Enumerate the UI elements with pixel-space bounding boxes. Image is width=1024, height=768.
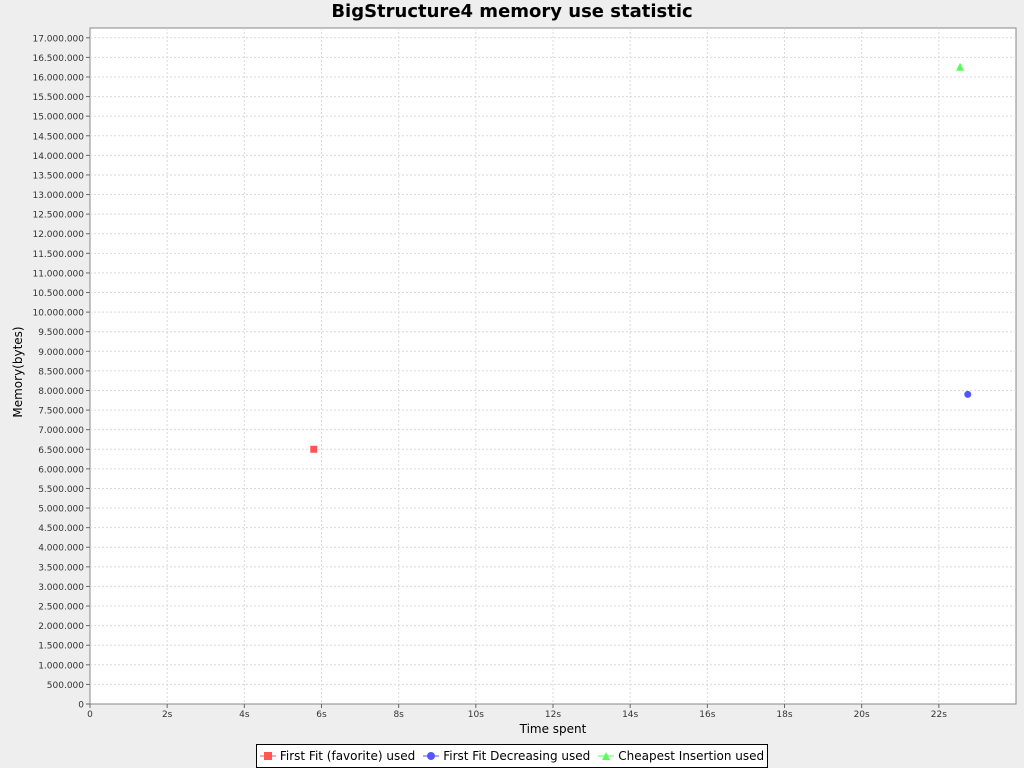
data-point-circle: [964, 390, 972, 398]
y-tick-label: 16.500.000: [32, 54, 84, 64]
y-tick-label: 4.500.000: [38, 524, 84, 534]
y-tick-label: 12.500.000: [32, 211, 84, 221]
chart-title: BigStructure4 memory use statistic: [331, 1, 693, 22]
y-tick-label: 1.000.000: [38, 661, 84, 671]
y-tick-label: 12.000.000: [32, 230, 84, 240]
y-tick-label: 11.500.000: [32, 250, 84, 260]
y-tick-label: 17.000.000: [32, 34, 84, 44]
y-tick-label: 13.000.000: [32, 191, 84, 201]
y-tick-label: 1.500.000: [38, 642, 84, 652]
y-tick-label: 15.000.000: [32, 113, 84, 123]
x-tick-label: 0: [87, 710, 93, 720]
y-tick-label: 10.500.000: [32, 289, 84, 299]
x-tick-label: 18s: [776, 710, 792, 720]
y-tick-label: 500.000: [47, 681, 84, 691]
y-tick-label: 0: [78, 701, 84, 711]
circle-marker-icon: [423, 752, 440, 760]
y-axis-label: Memory(bytes): [11, 326, 25, 418]
y-tick-label: 8.500.000: [38, 367, 84, 377]
y-tick-label: 6.000.000: [38, 465, 84, 475]
y-tick-label: 15.500.000: [32, 93, 84, 103]
x-tick-label: 10s: [468, 710, 484, 720]
axes: 0 500.000 1.000.000 1.500.000 2.000.000 2.500…: [32, 34, 947, 720]
y-tick-label: 16.000.000: [32, 73, 84, 83]
x-tick-label: 4s: [239, 710, 250, 720]
x-tick-label: 16s: [699, 710, 715, 720]
y-tick-label: 2.000.000: [38, 622, 84, 632]
x-axis-label: Time spent: [519, 722, 587, 736]
y-tick-label: 14.000.000: [32, 152, 84, 162]
x-tick-label: 20s: [854, 710, 870, 720]
legend-box: First Fit (favorite) used First Fit Decr…: [255, 744, 769, 768]
y-tick-label: 11.000.000: [32, 269, 84, 279]
legend-item-first-fit: First Fit (favorite) used: [259, 749, 416, 763]
data-point-square: [310, 445, 318, 453]
legend-label: First Fit (favorite) used: [279, 749, 416, 763]
data-point-triangle: [956, 62, 965, 71]
y-tick-label: 5.500.000: [38, 485, 84, 495]
y-tick-label: 3.500.000: [38, 563, 84, 573]
x-tick-label: 14s: [622, 710, 638, 720]
x-tick-label: 6s: [316, 710, 327, 720]
legend-item-first-fit-decreasing: First Fit Decreasing used: [423, 749, 590, 763]
y-tick-label: 6.500.000: [38, 446, 84, 456]
y-tick-label: 9.500.000: [38, 328, 84, 338]
y-tick-label: 7.500.000: [38, 407, 84, 417]
y-tick-label: 3.000.000: [38, 583, 84, 593]
x-tick-label: 2s: [162, 710, 173, 720]
y-tick-label: 9.000.000: [38, 348, 84, 358]
y-tick-label: 7.000.000: [38, 426, 84, 436]
x-tick-label: 8s: [393, 710, 404, 720]
y-tick-label: 13.500.000: [32, 171, 84, 181]
y-tick-label: 4.000.000: [38, 544, 84, 554]
grid-lines: [90, 28, 1016, 704]
y-tick-label: 14.500.000: [32, 132, 84, 142]
triangle-marker-icon: [598, 752, 615, 760]
square-marker-icon: [259, 752, 276, 760]
legend-label: First Fit Decreasing used: [443, 749, 591, 763]
x-tick-label: 22s: [931, 710, 947, 720]
x-tick-label: 12s: [545, 710, 561, 720]
y-tick-label: 5.000.000: [38, 505, 84, 515]
legend: First Fit (favorite) used First Fit Decr…: [0, 744, 1024, 768]
y-tick-label: 2.500.000: [38, 603, 84, 613]
y-tick-label: 8.000.000: [38, 387, 84, 397]
legend-item-cheapest-insertion: Cheapest Insertion used: [598, 749, 764, 763]
legend-label: Cheapest Insertion used: [618, 749, 765, 763]
data-points: [310, 62, 972, 453]
y-tick-label: 10.000.000: [32, 309, 84, 319]
